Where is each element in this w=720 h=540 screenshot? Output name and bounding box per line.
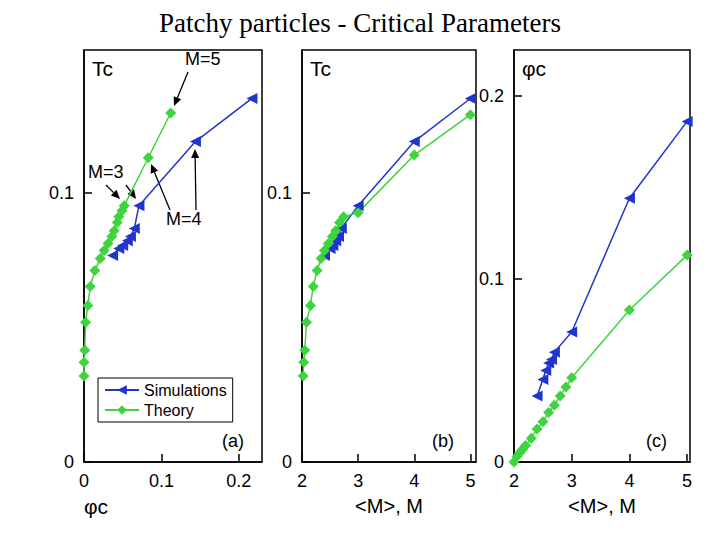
svg-text:(a): (a) [222,431,244,451]
svg-text:Theory: Theory [144,402,194,419]
svg-text:5: 5 [465,471,475,491]
svg-text:φc: φc [522,57,546,80]
svg-text:0.1: 0.1 [479,269,504,289]
svg-text:(c): (c) [646,431,667,451]
svg-text:3: 3 [353,471,363,491]
svg-text:0: 0 [494,452,504,472]
svg-text:Tc: Tc [92,57,113,80]
svg-text:0.1: 0.1 [49,183,74,203]
svg-text:<M>, M: <M>, M [568,495,636,517]
svg-text:Simulations: Simulations [144,382,227,399]
svg-text:0: 0 [79,471,89,491]
svg-text:2: 2 [297,471,307,491]
svg-text:4: 4 [409,471,419,491]
svg-text:0: 0 [64,452,74,472]
svg-text:φc: φc [84,495,108,518]
svg-text:0.1: 0.1 [267,183,292,203]
svg-text:4: 4 [624,471,634,491]
svg-text:0.2: 0.2 [226,471,251,491]
svg-text:5: 5 [682,471,692,491]
svg-text:M=4: M=4 [166,209,202,229]
svg-text:0: 0 [282,452,292,472]
svg-text:0.1: 0.1 [149,471,174,491]
svg-text:0.2: 0.2 [479,86,504,106]
svg-text:M=5: M=5 [185,49,221,69]
svg-text:Tc: Tc [310,57,331,80]
svg-text:(b): (b) [432,431,454,451]
svg-text:M=3: M=3 [88,162,124,182]
svg-text:Patchy particles - Critical Pa: Patchy particles - Critical Parameters [159,8,561,38]
svg-text:3: 3 [567,471,577,491]
svg-text:<M>, M: <M>, M [355,495,423,517]
svg-text:2: 2 [509,471,519,491]
